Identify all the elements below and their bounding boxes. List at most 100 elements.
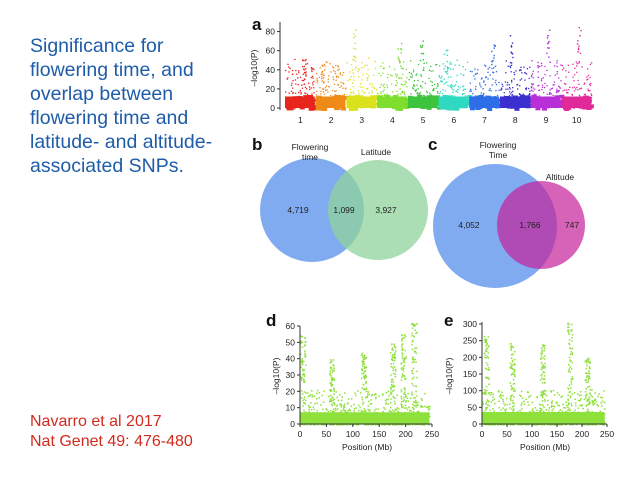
snp-point — [383, 407, 385, 409]
manhattan-point — [384, 87, 386, 89]
snp-point — [330, 389, 333, 391]
a-y-tick-label: 0 — [270, 103, 275, 113]
snp-point — [490, 394, 492, 396]
manhattan-point — [512, 56, 514, 59]
manhattan-point — [474, 73, 477, 75]
snp-point — [388, 424, 390, 426]
manhattan-point — [437, 92, 439, 94]
manhattan-point — [430, 80, 432, 82]
snp-point — [308, 408, 310, 411]
x-tick-label: 0 — [480, 429, 485, 439]
venn-diagram-c: Flowering Time Altitude 4,052 1,766 747 — [433, 140, 585, 288]
snp-point — [502, 394, 504, 397]
snp-point — [579, 400, 581, 402]
snp-point — [510, 399, 512, 402]
manhattan-point — [537, 65, 539, 67]
manhattan-point — [328, 86, 330, 88]
manhattan-point — [589, 76, 591, 79]
manhattan-point — [509, 66, 512, 69]
snp-point — [588, 385, 591, 388]
manhattan-point — [541, 84, 544, 86]
manhattan-point — [440, 91, 442, 93]
y-tick-label: 150 — [463, 369, 477, 379]
a-chromosome-label: 8 — [513, 115, 518, 125]
manhattan-point — [366, 79, 368, 81]
snp-point — [544, 347, 546, 350]
snp-point — [600, 396, 602, 399]
manhattan-point — [487, 71, 489, 73]
snp-point — [502, 398, 504, 400]
snp-point — [329, 367, 332, 369]
snp-point — [513, 364, 516, 366]
manhattan-point — [548, 40, 550, 43]
manhattan-point — [544, 82, 546, 85]
snp-point — [330, 359, 332, 361]
snp-point — [402, 348, 404, 350]
manhattan-point — [519, 69, 521, 71]
snp-point — [506, 397, 508, 400]
manhattan-point — [353, 47, 355, 50]
manhattan-point — [399, 88, 401, 90]
manhattan-point — [452, 91, 454, 93]
manhattan-point — [402, 68, 404, 70]
manhattan-point — [305, 58, 307, 61]
manhattan-point — [311, 70, 313, 72]
snp-point — [571, 323, 573, 326]
a-y-tick-label: 20 — [266, 84, 276, 94]
snp-point — [586, 393, 588, 395]
snp-point — [302, 393, 304, 395]
snp-point — [394, 354, 396, 356]
manhattan-point — [524, 79, 526, 81]
snp-point — [413, 404, 415, 407]
manhattan-point — [417, 63, 420, 66]
manhattan-point — [421, 46, 423, 48]
snp-point — [391, 348, 393, 351]
manhattan-point — [506, 84, 508, 86]
snp-point — [568, 323, 570, 326]
manhattan-point — [466, 61, 469, 63]
snp-point — [350, 398, 353, 400]
snp-point — [484, 390, 487, 393]
x-tick-label: 50 — [502, 429, 512, 439]
snp-point — [400, 391, 403, 393]
manhattan-point — [303, 68, 305, 70]
manhattan-point — [579, 88, 581, 90]
manhattan-point — [323, 93, 326, 95]
snp-point — [316, 389, 319, 392]
manhattan-point — [445, 82, 447, 84]
manhattan-point — [417, 94, 423, 98]
snp-point — [401, 346, 403, 348]
snp-point — [390, 392, 393, 395]
snp-point — [511, 386, 513, 389]
manhattan-point — [549, 93, 551, 95]
manhattan-point — [338, 68, 340, 70]
manhattan-point — [321, 77, 323, 80]
manhattan-point — [441, 80, 443, 83]
manhattan-point — [491, 60, 493, 63]
snp-point — [521, 408, 523, 410]
manhattan-point — [502, 85, 504, 87]
manhattan-point — [574, 74, 576, 76]
manhattan-point — [420, 52, 423, 55]
snp-point — [423, 392, 426, 395]
snp-point — [361, 352, 364, 355]
manhattan-point — [311, 67, 313, 70]
manhattan-point — [400, 49, 403, 51]
snp-point — [364, 423, 367, 426]
manhattan-point — [302, 80, 305, 82]
snp-point — [587, 386, 589, 388]
snp-point — [488, 378, 490, 380]
snp-point — [322, 401, 325, 403]
snp-point — [320, 404, 322, 406]
manhattan-point — [441, 75, 443, 77]
snp-point — [414, 329, 416, 331]
manhattan-point — [301, 79, 303, 82]
manhattan-point — [309, 88, 311, 90]
snp-point — [392, 423, 394, 426]
manhattan-point — [583, 93, 585, 96]
manhattan-point — [288, 92, 290, 94]
manhattan-point — [549, 92, 551, 94]
snp-point — [300, 341, 302, 344]
snp-point — [301, 346, 304, 348]
manhattan-point — [584, 93, 586, 95]
